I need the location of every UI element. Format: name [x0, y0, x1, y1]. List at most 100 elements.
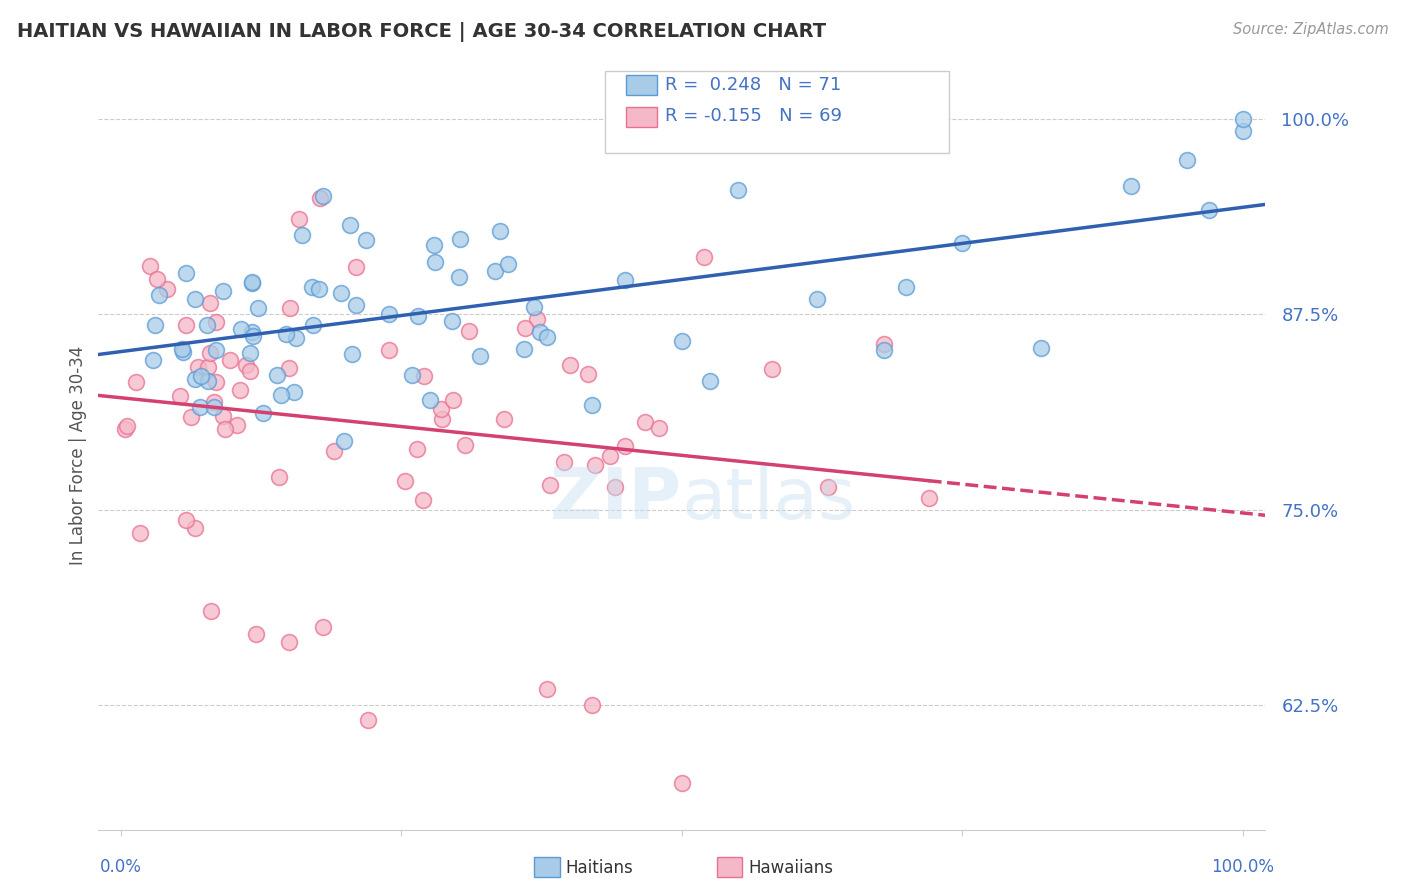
- Text: R =  0.248   N = 71: R = 0.248 N = 71: [665, 76, 841, 94]
- Point: [613, 439, 636, 453]
- Point: [278, 361, 301, 376]
- Point: [198, 346, 221, 360]
- Point: [184, 372, 207, 386]
- Point: [322, 444, 344, 458]
- Point: [211, 409, 233, 424]
- Point: [195, 318, 218, 332]
- Point: [558, 359, 581, 373]
- Point: [174, 266, 197, 280]
- Point: [536, 681, 558, 696]
- Point: [274, 327, 297, 342]
- Point: [1232, 123, 1254, 137]
- Point: [172, 345, 194, 359]
- Point: [312, 619, 335, 633]
- Point: [581, 698, 603, 712]
- Point: [205, 343, 228, 357]
- Point: [449, 270, 471, 285]
- Point: [333, 434, 356, 448]
- Point: [329, 286, 352, 301]
- Point: [484, 264, 506, 278]
- Point: [727, 183, 749, 197]
- Point: [454, 438, 477, 452]
- Text: ZIP: ZIP: [550, 466, 682, 534]
- Point: [198, 296, 221, 310]
- Point: [581, 398, 603, 412]
- Point: [494, 411, 516, 425]
- Point: [440, 314, 463, 328]
- Point: [142, 352, 165, 367]
- Point: [536, 330, 558, 344]
- Point: [526, 312, 548, 326]
- Point: [129, 525, 152, 540]
- Point: [212, 284, 235, 298]
- Point: [699, 374, 721, 388]
- Point: [283, 384, 305, 399]
- Point: [1119, 178, 1142, 193]
- Point: [513, 343, 536, 357]
- Point: [806, 292, 828, 306]
- Point: [918, 491, 941, 506]
- Point: [218, 353, 240, 368]
- Point: [301, 280, 323, 294]
- Point: [205, 375, 228, 389]
- Point: [229, 383, 252, 397]
- Point: [952, 235, 974, 250]
- Point: [184, 292, 207, 306]
- Point: [406, 309, 429, 323]
- Point: [229, 322, 252, 336]
- Point: [146, 271, 169, 285]
- Point: [301, 318, 323, 332]
- Point: [284, 330, 307, 344]
- Point: [412, 368, 434, 383]
- Text: HAITIAN VS HAWAIIAN IN LABOR FORCE | AGE 30-34 CORRELATION CHART: HAITIAN VS HAWAIIAN IN LABOR FORCE | AGE…: [17, 22, 825, 42]
- Point: [267, 470, 290, 484]
- Point: [148, 287, 170, 301]
- Point: [339, 218, 361, 232]
- Point: [125, 375, 148, 389]
- Point: [613, 273, 636, 287]
- Point: [114, 422, 136, 436]
- Point: [214, 422, 236, 436]
- Point: [202, 400, 225, 414]
- Point: [242, 329, 264, 343]
- Point: [430, 401, 453, 416]
- Point: [169, 389, 191, 403]
- Point: [354, 233, 377, 247]
- Point: [266, 368, 288, 382]
- Point: [139, 259, 162, 273]
- Point: [309, 191, 332, 205]
- Point: [202, 394, 225, 409]
- Text: 100.0%: 100.0%: [1212, 858, 1274, 876]
- Point: [498, 257, 520, 271]
- Point: [226, 417, 249, 432]
- Point: [873, 337, 896, 351]
- Point: [423, 238, 446, 252]
- Point: [761, 362, 783, 376]
- Point: [576, 367, 599, 381]
- Point: [115, 419, 138, 434]
- Point: [143, 318, 166, 332]
- Point: [200, 604, 222, 618]
- Point: [449, 232, 471, 246]
- Point: [634, 415, 657, 429]
- Point: [419, 393, 441, 408]
- Point: [896, 280, 918, 294]
- Text: 0.0%: 0.0%: [100, 858, 142, 876]
- Point: [240, 276, 263, 290]
- Text: Haitians: Haitians: [565, 859, 633, 877]
- Text: atlas: atlas: [682, 466, 856, 534]
- Point: [873, 343, 896, 357]
- Point: [174, 513, 197, 527]
- Point: [412, 492, 434, 507]
- Point: [176, 318, 198, 333]
- Point: [239, 346, 262, 360]
- Point: [205, 315, 228, 329]
- Text: Hawaiians: Hawaiians: [748, 859, 832, 877]
- Point: [240, 325, 263, 339]
- Point: [423, 255, 446, 269]
- Point: [1232, 112, 1254, 127]
- Point: [513, 321, 536, 335]
- Point: [378, 307, 401, 321]
- Point: [430, 411, 453, 425]
- Point: [197, 375, 219, 389]
